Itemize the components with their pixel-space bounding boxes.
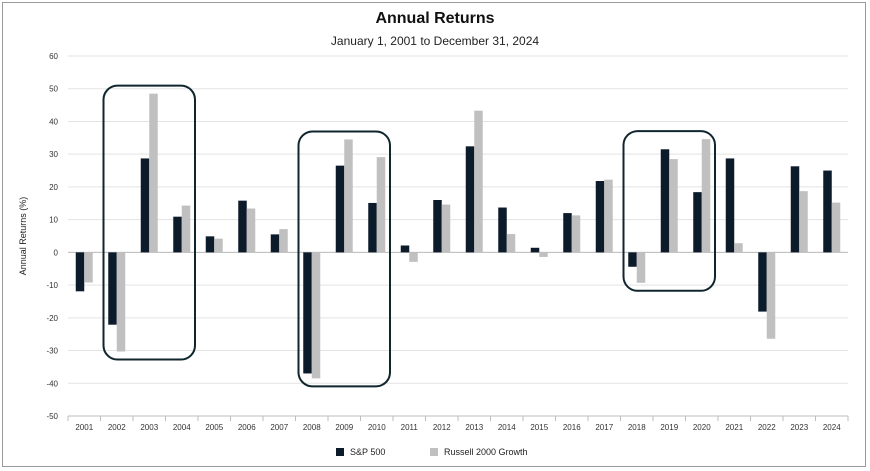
bar-sp500-2005 xyxy=(205,236,215,253)
x-tick-label: 2018 xyxy=(628,423,646,432)
highlight-box-2018-2020 xyxy=(622,130,716,292)
x-tick-label: 2001 xyxy=(75,423,93,432)
bar-sp500-2002 xyxy=(108,252,117,325)
bar-sp500-2015 xyxy=(530,247,540,253)
legend-sp500: S&P 500 xyxy=(336,447,385,457)
x-tick-label: 2010 xyxy=(368,423,386,432)
chart-subtitle: January 1, 2001 to December 31, 2024 xyxy=(330,34,540,48)
bar-sp500-2001 xyxy=(75,252,85,292)
bar-russell-2003 xyxy=(149,93,158,253)
bar-sp500-2014 xyxy=(498,207,507,253)
bar-sp500-2004 xyxy=(173,216,182,253)
bar-russell-2019 xyxy=(669,159,678,253)
chart-title: Annual Returns xyxy=(375,10,495,27)
bar-russell-2023 xyxy=(799,191,808,253)
x-tick-label: 2021 xyxy=(725,423,743,432)
y-tick-label: 30 xyxy=(49,150,58,159)
x-tick-label: 2005 xyxy=(205,423,223,432)
bar-sp500-2021 xyxy=(725,158,735,253)
bar-russell-2005 xyxy=(214,238,223,253)
bar-russell-2006 xyxy=(246,208,256,253)
x-tick-label: 2006 xyxy=(238,423,256,432)
bar-sp500-2011 xyxy=(400,245,410,253)
bar-sp500-2019 xyxy=(660,149,670,253)
bar-sp500-2012 xyxy=(433,200,442,253)
x-tick-label: 2016 xyxy=(563,423,581,432)
bar-russell-2018 xyxy=(636,252,646,283)
bar-russell-2013 xyxy=(474,110,483,253)
x-tick-label: 2020 xyxy=(693,423,711,432)
x-tick-label: 2023 xyxy=(790,423,808,432)
bar-russell-2014 xyxy=(506,234,516,253)
bar-russell-2002 xyxy=(116,252,126,352)
bar-russell-2017 xyxy=(604,179,613,253)
x-tick-label: 2015 xyxy=(530,423,548,432)
y-tick-label: -10 xyxy=(46,281,58,290)
bar-russell-2008 xyxy=(311,252,321,379)
bar-sp500-2003 xyxy=(140,158,150,253)
bar-russell-2020 xyxy=(701,139,711,253)
bar-sp500-2007 xyxy=(270,234,280,253)
x-tick-label: 2019 xyxy=(660,423,678,432)
legend-russell: Russell 2000 Growth xyxy=(430,447,528,457)
bar-sp500-2010 xyxy=(368,202,377,253)
x-tick-label: 2024 xyxy=(823,423,841,432)
bar-sp500-2017 xyxy=(595,181,605,253)
bar-russell-2004 xyxy=(181,205,191,253)
legend-label-russell: Russell 2000 Growth xyxy=(444,447,528,457)
y-tick-label: 60 xyxy=(49,52,58,61)
x-tick-label: 2022 xyxy=(758,423,776,432)
x-tick-label: 2013 xyxy=(465,423,483,432)
bar-russell-2009 xyxy=(344,139,353,253)
bar-sp500-2020 xyxy=(693,192,702,253)
bar-russell-2001 xyxy=(84,252,93,283)
bar-russell-2015 xyxy=(539,252,548,257)
x-tick-label: 2008 xyxy=(303,423,321,432)
x-tick-label: 2003 xyxy=(140,423,158,432)
bar-russell-2007 xyxy=(279,229,288,253)
bar-sp500-2006 xyxy=(238,200,247,253)
bar-sp500-2016 xyxy=(563,213,572,253)
y-tick-label: 40 xyxy=(49,117,58,126)
x-tick-label: 2014 xyxy=(498,423,516,432)
y-tick-label: -50 xyxy=(46,412,58,421)
x-tick-label: 2011 xyxy=(401,423,419,432)
bar-russell-2024 xyxy=(831,202,841,253)
legend-swatch-sp500 xyxy=(336,448,344,456)
y-tick-label: 20 xyxy=(49,183,58,192)
bar-sp500-2018 xyxy=(628,252,637,267)
bar-sp500-2024 xyxy=(823,170,832,253)
y-tick-label: -30 xyxy=(46,347,58,356)
bar-sp500-2023 xyxy=(790,166,800,253)
x-tick-label: 2017 xyxy=(595,423,613,432)
bar-russell-2021 xyxy=(734,243,743,253)
bar-sp500-2022 xyxy=(758,252,767,312)
y-tick-label: 0 xyxy=(54,248,59,257)
x-tick-label: 2004 xyxy=(173,423,191,432)
x-tick-label: 2012 xyxy=(433,423,451,432)
y-tick-label: -20 xyxy=(46,314,58,323)
bar-sp500-2008 xyxy=(303,252,312,374)
bar-russell-2011 xyxy=(409,252,418,262)
y-tick-label: 10 xyxy=(49,216,58,225)
highlight-box-2008-2010 xyxy=(297,130,391,388)
bar-russell-2016 xyxy=(571,215,581,253)
x-tick-label: 2009 xyxy=(335,423,353,432)
bar-russell-2022 xyxy=(766,252,776,339)
legend-swatch-russell xyxy=(430,448,438,456)
y-tick-label: 50 xyxy=(49,85,58,94)
bar-russell-2012 xyxy=(441,204,451,253)
bar-sp500-2013 xyxy=(465,146,475,253)
legend-label-sp500: S&P 500 xyxy=(350,447,386,457)
x-tick-label: 2002 xyxy=(108,423,126,432)
y-tick-label: -40 xyxy=(46,379,58,388)
bar-sp500-2009 xyxy=(335,165,345,253)
highlight-box-2002-2004 xyxy=(102,84,196,361)
bar-russell-2010 xyxy=(376,157,386,253)
x-tick-label: 2007 xyxy=(270,423,288,432)
y-axis-label: Annual Returns (%) xyxy=(18,197,28,276)
